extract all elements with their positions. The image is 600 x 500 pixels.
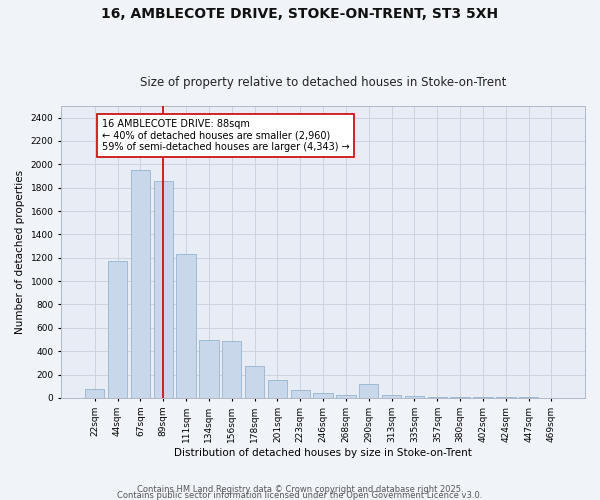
Bar <box>199 340 218 398</box>
Bar <box>154 180 173 398</box>
Bar <box>428 397 447 398</box>
X-axis label: Distribution of detached houses by size in Stoke-on-Trent: Distribution of detached houses by size … <box>174 448 472 458</box>
Bar <box>268 380 287 398</box>
Bar <box>382 396 401 398</box>
Bar <box>131 170 150 398</box>
Bar <box>245 366 264 398</box>
Text: Contains HM Land Registry data © Crown copyright and database right 2025.: Contains HM Land Registry data © Crown c… <box>137 485 463 494</box>
Bar <box>359 384 379 398</box>
Bar <box>290 390 310 398</box>
Bar <box>336 396 356 398</box>
Bar <box>85 389 104 398</box>
Bar <box>222 340 241 398</box>
Bar <box>313 392 333 398</box>
Bar <box>405 396 424 398</box>
Title: Size of property relative to detached houses in Stoke-on-Trent: Size of property relative to detached ho… <box>140 76 506 90</box>
Text: Contains public sector information licensed under the Open Government Licence v3: Contains public sector information licen… <box>118 490 482 500</box>
Bar <box>176 254 196 398</box>
Text: 16, AMBLECOTE DRIVE, STOKE-ON-TRENT, ST3 5XH: 16, AMBLECOTE DRIVE, STOKE-ON-TRENT, ST3… <box>101 8 499 22</box>
Y-axis label: Number of detached properties: Number of detached properties <box>15 170 25 334</box>
Text: 16 AMBLECOTE DRIVE: 88sqm
← 40% of detached houses are smaller (2,960)
59% of se: 16 AMBLECOTE DRIVE: 88sqm ← 40% of detac… <box>101 119 349 152</box>
Bar <box>108 260 127 398</box>
